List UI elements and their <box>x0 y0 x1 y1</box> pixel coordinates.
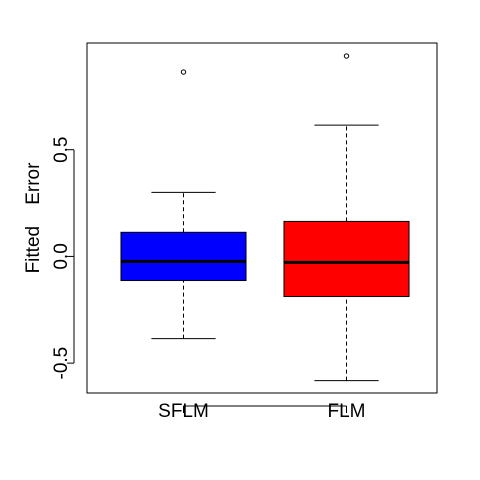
box <box>120 231 247 282</box>
box <box>283 220 410 298</box>
plot-frame <box>86 42 438 394</box>
x-tick-label: SFLM <box>158 401 209 422</box>
y-axis-label: Fitted Error <box>23 162 44 274</box>
y-tick-label: 0.0 <box>51 243 72 269</box>
outlier <box>180 69 187 75</box>
x-tick-label: FLM <box>328 401 366 422</box>
outlier <box>343 53 350 59</box>
y-tick-label: 0.5 <box>51 136 72 162</box>
y-tick-label: -0.5 <box>51 347 72 380</box>
